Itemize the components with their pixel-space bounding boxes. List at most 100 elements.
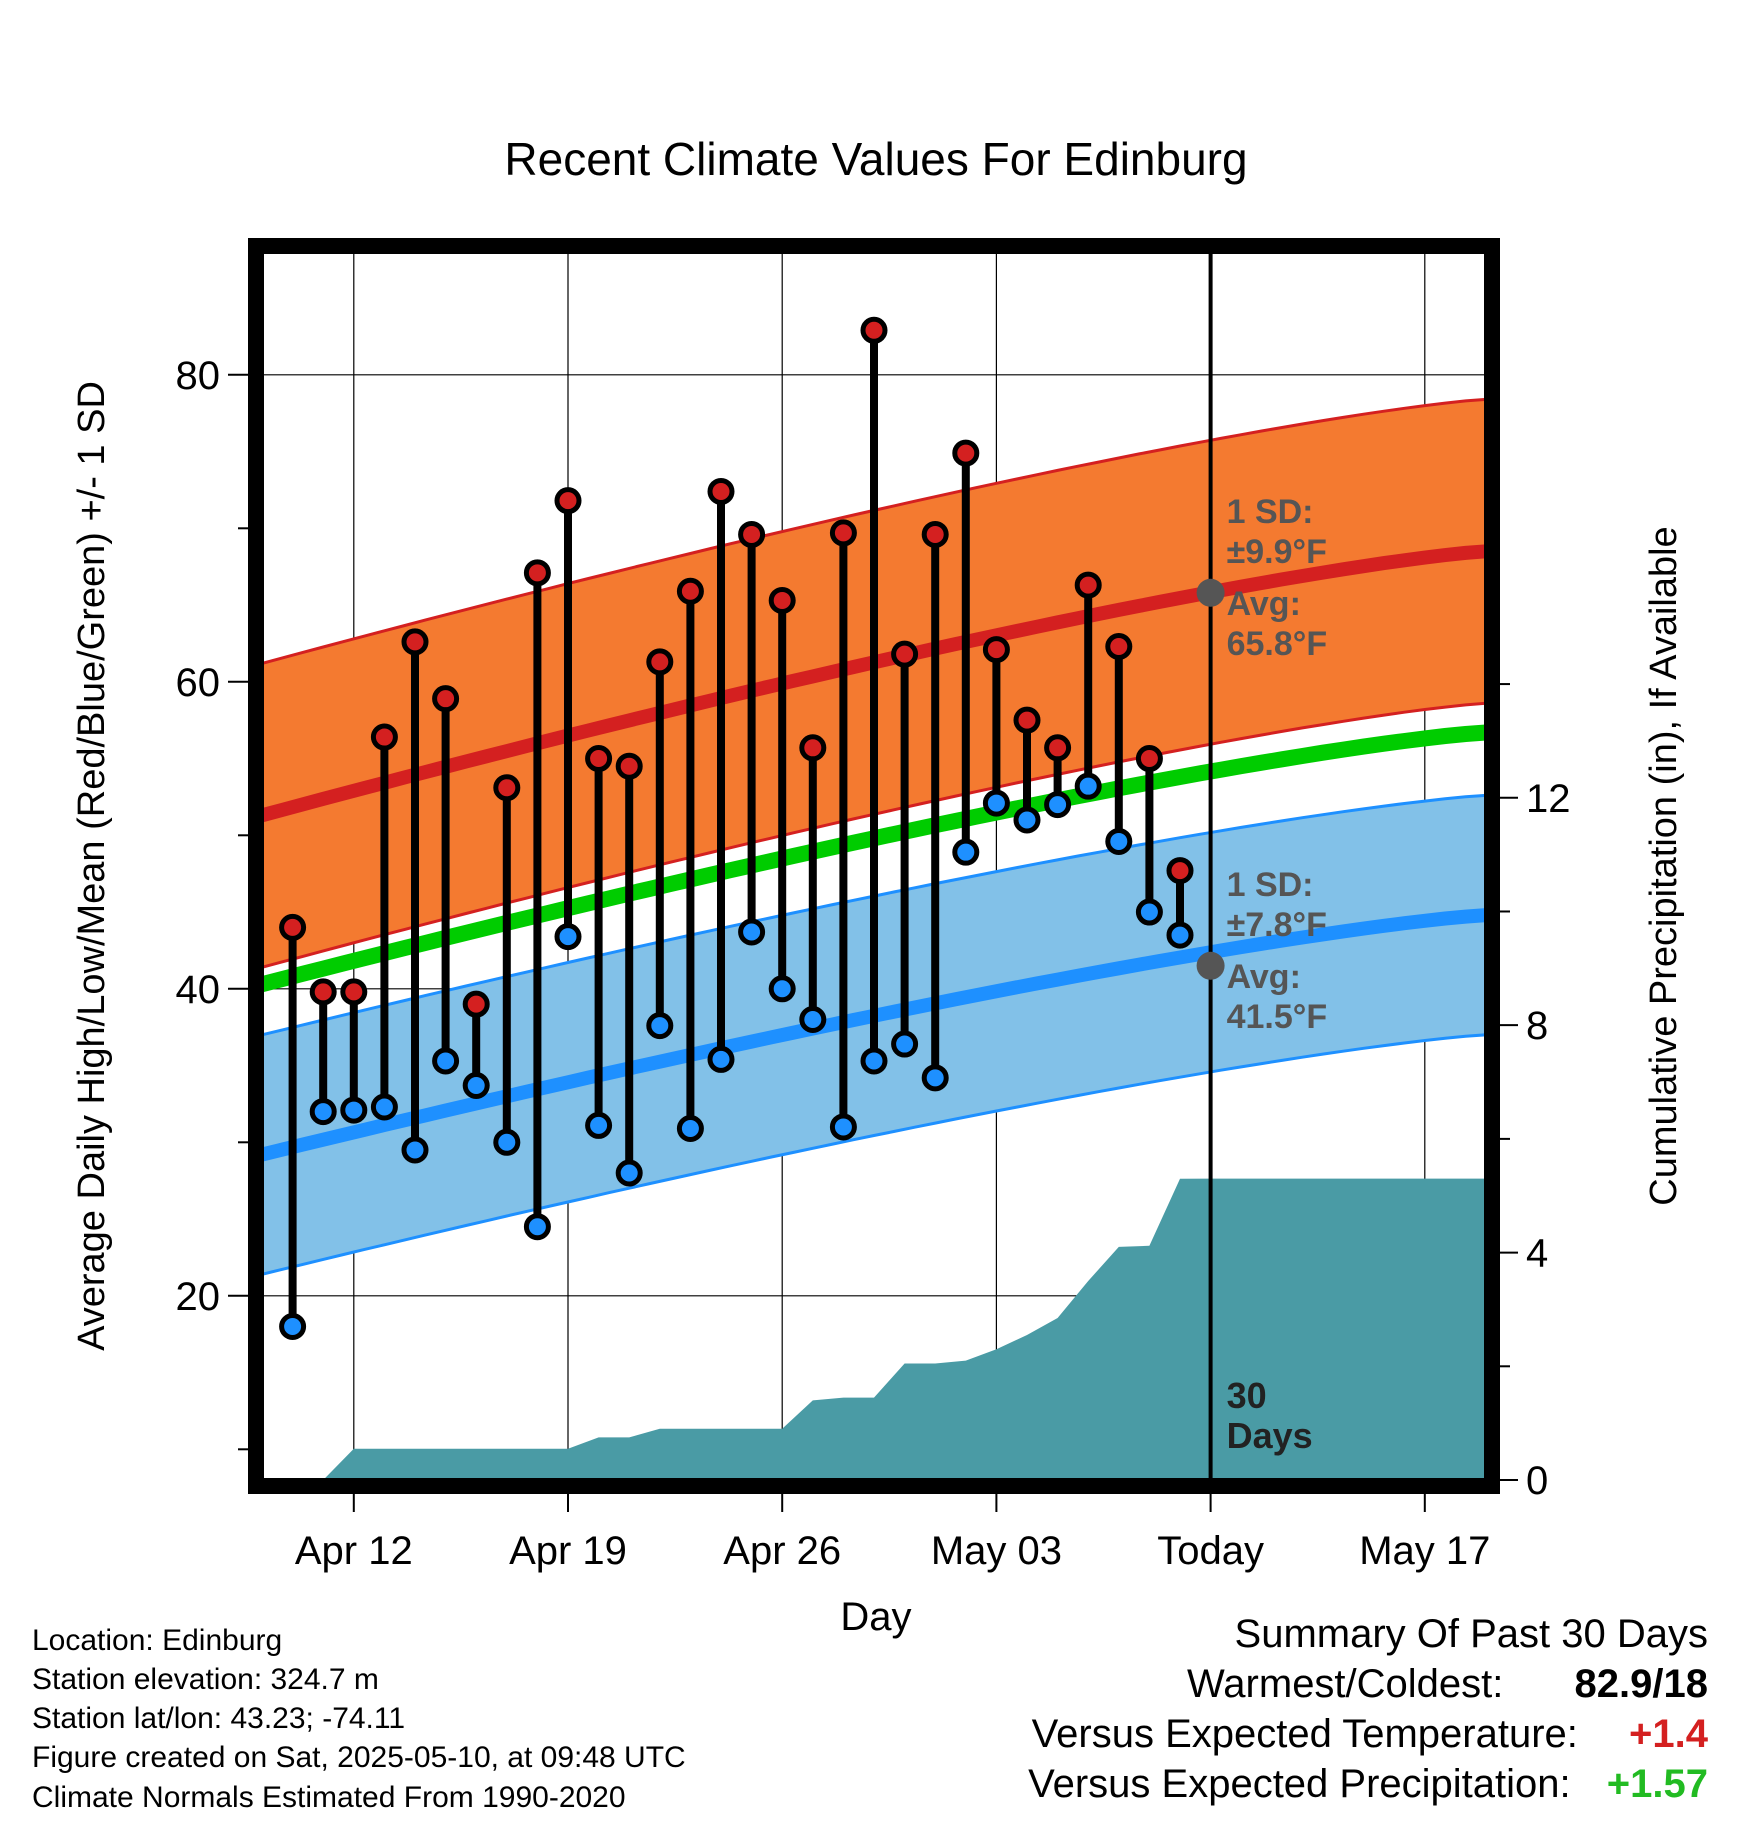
daily-high-point <box>799 734 827 762</box>
today-low-avg-marker <box>1196 951 1225 980</box>
high-avg-label: Avg: <box>1227 585 1301 623</box>
y2-tick-label: 4 <box>1526 1232 1548 1276</box>
daily-low-point <box>554 923 582 951</box>
daily-high-point <box>370 723 398 751</box>
warm-cold-value: 82.9/18 <box>1574 1662 1708 1706</box>
days-word-label: Days <box>1227 1415 1313 1456</box>
latlon-text: Station lat/lon: 43.23; -74.11 <box>32 1702 406 1735</box>
daily-low-point <box>279 1313 307 1340</box>
daily-high-point <box>768 586 796 614</box>
daily-high-point <box>982 636 1010 664</box>
low-avg-value: 41.5°F <box>1227 998 1328 1036</box>
low-sd-value: ±7.8°F <box>1227 906 1327 944</box>
daily-low-point <box>523 1213 551 1241</box>
daily-low-point <box>1013 806 1041 834</box>
daily-low-point <box>707 1045 735 1073</box>
temp-label: Versus Expected Temperature: <box>1031 1712 1578 1756</box>
normals-text: Climate Normals Estimated From 1990-2020 <box>32 1781 626 1814</box>
daily-low-point <box>860 1047 888 1075</box>
daily-low-point <box>768 975 796 1003</box>
daily-low-point <box>1135 898 1163 926</box>
x-tick-label: Apr 12 <box>295 1529 413 1573</box>
daily-high-point <box>493 774 521 802</box>
daily-low-point <box>921 1064 949 1092</box>
daily-high-point <box>1105 632 1133 660</box>
daily-high-point <box>585 745 613 773</box>
daily-high-point <box>1013 706 1041 734</box>
y-tick-label: 40 <box>176 968 221 1012</box>
plot-frame <box>248 238 1500 1494</box>
daily-high-point <box>1166 857 1194 885</box>
y-axis-title: Average Daily High/Low/Mean (Red/Blue/Gr… <box>71 381 113 1351</box>
daily-low-point <box>738 918 766 946</box>
daily-high-point <box>523 559 551 587</box>
daily-low-point <box>585 1111 613 1139</box>
daily-low-point <box>401 1136 429 1164</box>
y-tick-label: 60 <box>176 661 221 705</box>
y2-tick-label: 0 <box>1526 1459 1548 1503</box>
daily-high-point <box>462 990 490 1018</box>
daily-low-point <box>370 1093 398 1121</box>
summary-title: Summary Of Past 30 Days <box>1234 1612 1708 1656</box>
daily-high-point <box>1074 571 1102 599</box>
x-tick-label: May 03 <box>931 1529 1062 1573</box>
low-avg-label: Avg: <box>1227 958 1301 996</box>
daily-high-point <box>860 316 888 344</box>
precipitation-area <box>262 1178 1486 1480</box>
daily-low-point <box>493 1128 521 1156</box>
days-count-label: 30 <box>1227 1375 1267 1416</box>
summary-temperature: Versus Expected Temperature: +1.4 <box>1032 1712 1708 1757</box>
elevation-text: Station elevation: 324.7 m <box>32 1663 379 1696</box>
x-tick-label: Apr 19 <box>509 1529 627 1573</box>
warm-cold-label: Warmest/Coldest: <box>1187 1662 1504 1706</box>
daily-high-point <box>1135 745 1163 773</box>
daily-high-point <box>921 520 949 548</box>
high-sd-label: 1 SD: <box>1227 493 1314 531</box>
summary-warm-cold: Warmest/Coldest: 82.9/18 <box>1187 1662 1708 1707</box>
daily-high-point <box>829 519 857 547</box>
chart-title: Recent Climate Values For Edinburg <box>504 133 1247 185</box>
y2-tick-label: 12 <box>1526 777 1571 821</box>
y-tick-label: 20 <box>176 1275 221 1319</box>
daily-low-point <box>891 1030 919 1058</box>
daily-high-point <box>676 577 704 605</box>
x-tick-label: Today <box>1157 1529 1264 1573</box>
daily-low-point <box>340 1096 368 1124</box>
today-high-avg-marker <box>1196 578 1225 607</box>
summary-precipitation: Versus Expected Precipitation: +1.57 <box>1028 1762 1708 1807</box>
y2-axis-title: Cumulative Precipitation (in), If Availa… <box>1643 526 1685 1205</box>
daily-high-point <box>707 477 735 505</box>
high-avg-value: 65.8°F <box>1227 625 1328 663</box>
created-text: Figure created on Sat, 2025-05-10, at 09… <box>32 1741 686 1774</box>
x-axis-title: Day <box>840 1595 911 1639</box>
daily-low-point <box>462 1072 490 1100</box>
daily-low-point <box>615 1159 643 1187</box>
daily-high-point <box>891 640 919 668</box>
precip-value: +1.57 <box>1606 1762 1708 1806</box>
location-text: Location: Edinburg <box>32 1624 283 1657</box>
daily-high-point <box>1044 734 1072 762</box>
low-sd-label: 1 SD: <box>1227 866 1314 904</box>
daily-low-point <box>952 838 980 866</box>
temp-value: +1.4 <box>1629 1712 1708 1756</box>
precip-label: Versus Expected Precipitation: <box>1028 1762 1571 1806</box>
high-sd-value: ±9.9°F <box>1227 533 1327 571</box>
daily-low-point <box>646 1012 674 1040</box>
daily-high-point <box>952 439 980 467</box>
daily-low-point <box>1105 827 1133 855</box>
y-tick-label: 80 <box>176 354 221 398</box>
daily-low-point <box>676 1114 704 1142</box>
y2-tick-label: 8 <box>1526 1004 1548 1048</box>
daily-low-point <box>432 1047 460 1075</box>
x-tick-label: Apr 26 <box>723 1529 841 1573</box>
x-tick-label: May 17 <box>1359 1529 1490 1573</box>
daily-low-point <box>799 1006 827 1033</box>
daily-high-point <box>646 648 674 676</box>
daily-high-point <box>554 487 582 515</box>
daily-high-point <box>340 978 368 1006</box>
daily-high-point <box>432 685 460 713</box>
daily-high-point <box>309 978 337 1006</box>
daily-high-point <box>615 752 643 780</box>
daily-low-point <box>1166 921 1194 949</box>
